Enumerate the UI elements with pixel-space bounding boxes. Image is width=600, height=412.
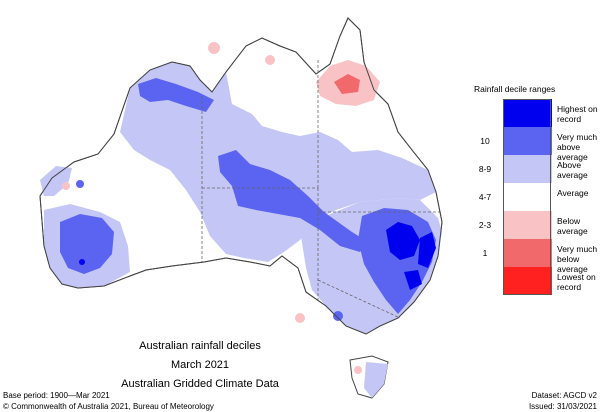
region-central: [218, 150, 368, 252]
legend-item-average: 4-7 Average: [470, 183, 598, 211]
legend-label: Above average: [557, 160, 588, 180]
base-period: Base period: 1900—Mar 2021: [3, 391, 110, 400]
legend-item-highest: Highest on record: [470, 99, 598, 127]
region-north-west: [120, 62, 436, 262]
legend-item-very-much-above: 10 Very much above average: [470, 127, 598, 162]
legend-title: Rainfall decile ranges: [474, 84, 556, 94]
region-nsw-coast: [418, 232, 436, 268]
map-title: Australian rainfall deciles: [139, 340, 261, 352]
very-much-below-average-regions: [334, 74, 360, 94]
legend-swatch: [504, 127, 552, 155]
legend-label: Average: [557, 188, 589, 198]
legend-range: 2-3: [478, 220, 492, 230]
dataset-label: Dataset: AGCD v2: [531, 391, 597, 400]
region-nsw-core: [386, 222, 420, 260]
legend-swatch: [504, 155, 552, 183]
legend-label: Highest on record: [557, 104, 598, 124]
legend-item-very-much-below: 1 Very much below average: [470, 239, 598, 274]
blob-wa-small: [62, 182, 70, 190]
tasmania-east: [364, 362, 388, 398]
legend-swatch: [504, 183, 552, 211]
legend-item-lowest: Lowest on record: [470, 267, 598, 295]
map-period: March 2021: [170, 359, 230, 371]
legend-swatch: [504, 267, 552, 295]
blob-tas: [354, 366, 362, 374]
state-borders: [201, 60, 440, 319]
legend-swatch: [504, 99, 552, 127]
legend-range: 10: [480, 136, 490, 146]
blob-kimberley: [208, 42, 220, 54]
region-kimberley: [138, 78, 214, 112]
region-qld-core: [334, 74, 360, 94]
region-west-coast: [40, 166, 72, 196]
legend-label: Below average: [557, 216, 588, 236]
highest-on-record-regions: [79, 222, 436, 290]
blob-se-small: [333, 311, 343, 321]
blob-west: [76, 180, 84, 188]
legend-label: Very much above average: [557, 132, 598, 162]
legend-swatch: [504, 239, 552, 267]
copyright: © Commonwealth of Australia 2021, Bureau…: [3, 402, 214, 411]
legend-swatch: [504, 211, 552, 239]
blob-wa: [79, 259, 85, 265]
map-subtitle: Australian Gridded Climate Data: [121, 378, 279, 390]
legend-label: Lowest on record: [557, 272, 596, 292]
blob-central-north: [265, 55, 275, 65]
blob-sa: [295, 313, 305, 323]
legend-label: Very much below average: [557, 244, 598, 274]
region-sw-wa: [60, 214, 114, 274]
border-nsw-vic: [317, 279, 401, 319]
legend-range: 1: [482, 248, 488, 258]
legend-item-below: 2-3 Below average: [470, 211, 598, 239]
issued-date: Issued: 31/03/2021: [528, 402, 597, 411]
region-nsw-south: [404, 270, 422, 290]
legend-item-above: 8-9 Above average: [470, 155, 598, 183]
legend-range: 4-7: [478, 192, 492, 202]
legend-range: 8-9: [478, 164, 492, 174]
mainland-outline: [39, 17, 443, 335]
